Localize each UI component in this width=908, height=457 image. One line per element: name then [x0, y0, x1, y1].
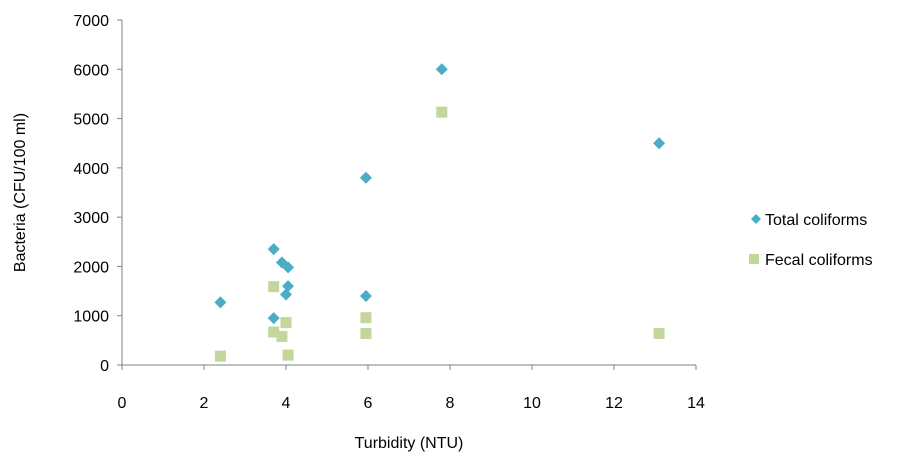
- y-tick-label: 0: [100, 358, 109, 375]
- data-point-total-coliforms: [653, 137, 666, 150]
- data-point-total-coliforms: [435, 63, 448, 76]
- x-tick-label: 12: [605, 395, 623, 412]
- data-point-total-coliforms: [282, 261, 295, 274]
- legend-marker-diamond: [751, 214, 761, 224]
- data-point-total-coliforms: [282, 280, 295, 293]
- x-tick-label: 10: [523, 395, 541, 412]
- x-tick-label: 14: [687, 395, 705, 412]
- data-point-fecal-coliforms: [436, 106, 448, 118]
- x-tick-label: 4: [282, 395, 291, 412]
- x-tick-label: 0: [118, 395, 127, 412]
- data-point-fecal-coliforms: [282, 349, 294, 361]
- y-tick-label: 6000: [73, 62, 109, 79]
- y-tick-label: 1000: [73, 309, 109, 326]
- x-axis-ticks: 0 2 4 6 8 10 12 14: [118, 365, 705, 412]
- y-axis-ticks: 0 1000 2000 3000 4000 5000 6000 7000: [73, 13, 122, 375]
- legend-marker-square: [749, 254, 759, 264]
- y-tick-label: 2000: [73, 259, 109, 276]
- data-point-total-coliforms: [280, 288, 292, 301]
- plot-area: 0 1000 2000 3000 4000 5000 6000 7000 0 2 4 6 8 10 12 1…: [73, 13, 705, 412]
- y-tick-label: 5000: [73, 112, 109, 129]
- legend: Total coliforms Fecal coliforms: [749, 212, 873, 269]
- data-point-total-coliforms: [359, 290, 372, 302]
- x-tick-label: 2: [200, 395, 209, 412]
- data-point-total-coliforms: [214, 296, 227, 309]
- y-tick-label: 3000: [73, 210, 109, 227]
- x-tick-label: 6: [364, 395, 373, 412]
- y-tick-label: 4000: [73, 161, 109, 178]
- data-point-fecal-coliforms: [214, 350, 226, 362]
- y-axis-title: Bacteria (CFU/100 ml): [12, 113, 29, 272]
- data-point-fecal-coliforms: [276, 330, 288, 342]
- data-point-fecal-coliforms: [280, 317, 292, 329]
- data-point-total-coliforms: [267, 312, 280, 325]
- data-point-fecal-coliforms: [268, 326, 280, 338]
- legend-item-fecal-coliforms: Fecal coliforms: [749, 252, 873, 269]
- data-point-total-coliforms: [267, 243, 280, 256]
- data-point-total-coliforms: [359, 171, 372, 184]
- data-point-fecal-coliforms: [653, 327, 665, 339]
- x-tick-label: 8: [446, 395, 455, 412]
- data-markers: [214, 63, 666, 362]
- x-axis-title: Turbidity (NTU): [355, 435, 464, 452]
- legend-label-fecal-coliforms: Fecal coliforms: [765, 252, 873, 269]
- data-point-fecal-coliforms: [360, 312, 372, 324]
- y-tick-label: 7000: [73, 13, 109, 30]
- data-point-fecal-coliforms: [268, 281, 280, 293]
- legend-label-total-coliforms: Total coliforms: [765, 212, 867, 229]
- data-point-fecal-coliforms: [360, 327, 372, 339]
- legend-item-total-coliforms: Total coliforms: [751, 212, 867, 229]
